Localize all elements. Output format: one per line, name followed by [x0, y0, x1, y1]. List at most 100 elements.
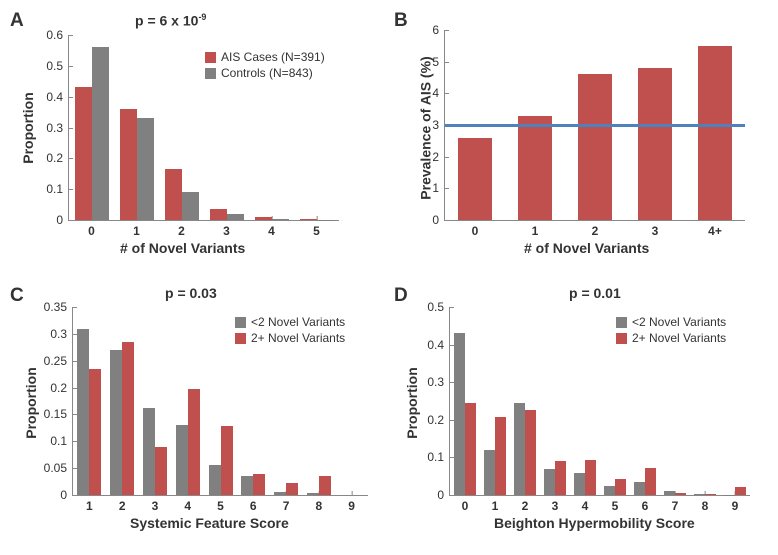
ytick: 0 [60, 488, 73, 502]
ytick: 0.5 [46, 59, 69, 73]
bar [675, 493, 686, 495]
ytick: 0.1 [50, 434, 73, 448]
xtick: 1 [492, 495, 499, 513]
bar [155, 447, 167, 495]
ytick: 0.25 [44, 354, 73, 368]
panel-a-legend-label-0: AIS Cases (N=391) [221, 50, 325, 64]
bar [182, 192, 199, 220]
ytick: 0.3 [46, 121, 69, 135]
ytick: 0.5 [427, 300, 450, 314]
panel-d-legend-row: 2+ Novel Variants [616, 331, 726, 345]
panel-a-legend-row: Controls (N=843) [205, 66, 325, 80]
bar [221, 426, 233, 495]
bar [122, 342, 134, 495]
xtick: 5 [313, 220, 320, 238]
panel-a-legend-row: AIS Cases (N=391) [205, 50, 325, 64]
panel-c-xlabel: Systemic Feature Score [130, 515, 289, 531]
bar [574, 473, 585, 495]
xtick: 9 [348, 495, 355, 513]
panel-d-xlabel: Beighton Hypermobility Score [494, 515, 695, 531]
bar [319, 476, 331, 495]
bar [209, 465, 221, 495]
ytick: 0 [56, 213, 69, 227]
bar [241, 476, 253, 495]
ytick: 0.1 [427, 450, 450, 464]
bar [454, 333, 465, 495]
xtick: 4+ [708, 220, 722, 238]
ytick: 0 [437, 488, 450, 502]
xtick: 9 [732, 495, 739, 513]
ytick: 0.2 [427, 413, 450, 427]
xtick: 1 [133, 220, 140, 238]
legend-swatch-icon [616, 333, 627, 344]
xtick: 0 [88, 220, 95, 238]
legend-swatch-icon [616, 317, 627, 328]
ytick: 0.3 [427, 375, 450, 389]
bar [544, 469, 555, 495]
xtick: 0 [472, 220, 479, 238]
xtick: 6 [642, 495, 649, 513]
panel-d-legend-label-1: 2+ Novel Variants [632, 331, 726, 345]
bar [286, 483, 298, 495]
bar [176, 425, 188, 495]
bar [143, 408, 155, 495]
panel-d-pvalue: p = 0.01 [569, 285, 621, 301]
xtick: 4 [184, 495, 191, 513]
panel-d-legend-row: <2 Novel Variants [616, 315, 726, 329]
panel-d-letter: D [394, 285, 408, 307]
xtick: 7 [672, 495, 679, 513]
bar [89, 369, 101, 495]
ytick: 0.3 [50, 327, 73, 341]
ytick: 0 [432, 213, 445, 227]
ytick: 0.15 [44, 407, 73, 421]
xtick: 7 [283, 495, 290, 513]
bar [638, 68, 672, 220]
panel-a: A p = 6 x 10-9 Proportion 00.10.20.30.40… [10, 10, 384, 270]
figure-grid: A p = 6 x 10-9 Proportion 00.10.20.30.40… [10, 10, 768, 545]
ytick: 3 [432, 118, 445, 132]
bar [615, 479, 626, 495]
panel-b-plot: 012345601234+ [444, 30, 745, 221]
bar [458, 138, 492, 220]
xtick: 1 [532, 220, 539, 238]
xtick: 8 [315, 495, 322, 513]
bar [735, 487, 746, 495]
panel-a-xlabel: # of Novel Variants [120, 240, 245, 256]
panel-b-letter: B [394, 10, 408, 32]
bar [694, 494, 705, 495]
bar [664, 491, 675, 496]
panel-c-pvalue: p = 0.03 [165, 285, 217, 301]
bar [120, 109, 137, 220]
bar [272, 219, 289, 220]
xtick: 2 [522, 495, 529, 513]
reference-line [445, 124, 745, 127]
xtick: 5 [612, 495, 619, 513]
legend-swatch-icon [205, 68, 216, 79]
ytick: 0.2 [50, 381, 73, 395]
xtick: 3 [552, 495, 559, 513]
panel-c-letter: C [10, 285, 24, 307]
legend-swatch-icon [205, 52, 216, 63]
bar [300, 219, 317, 220]
xtick: 2 [178, 220, 185, 238]
bar [227, 214, 244, 220]
ytick: 0.4 [46, 90, 69, 104]
panel-c-legend: <2 Novel Variants 2+ Novel Variants [235, 315, 345, 347]
panel-b-ylabel: Prevalence of AIS (%) [418, 56, 434, 199]
ytick: 2 [432, 150, 445, 164]
bar [518, 116, 552, 221]
xtick: 4 [582, 495, 589, 513]
xtick: 8 [702, 495, 709, 513]
panel-a-ylabel: Proportion [20, 92, 36, 164]
ytick: 0.4 [427, 338, 450, 352]
ytick: 5 [432, 55, 445, 69]
panel-a-legend: AIS Cases (N=391) Controls (N=843) [205, 50, 325, 82]
bar [274, 492, 286, 495]
bar [110, 350, 122, 495]
panel-a-pvalue: p = 6 x 10-9 [135, 12, 206, 29]
ytick: 0.1 [46, 182, 69, 196]
xtick: 2 [119, 495, 126, 513]
ytick: 0.6 [46, 28, 69, 42]
bar [137, 118, 154, 220]
bar [465, 403, 476, 495]
